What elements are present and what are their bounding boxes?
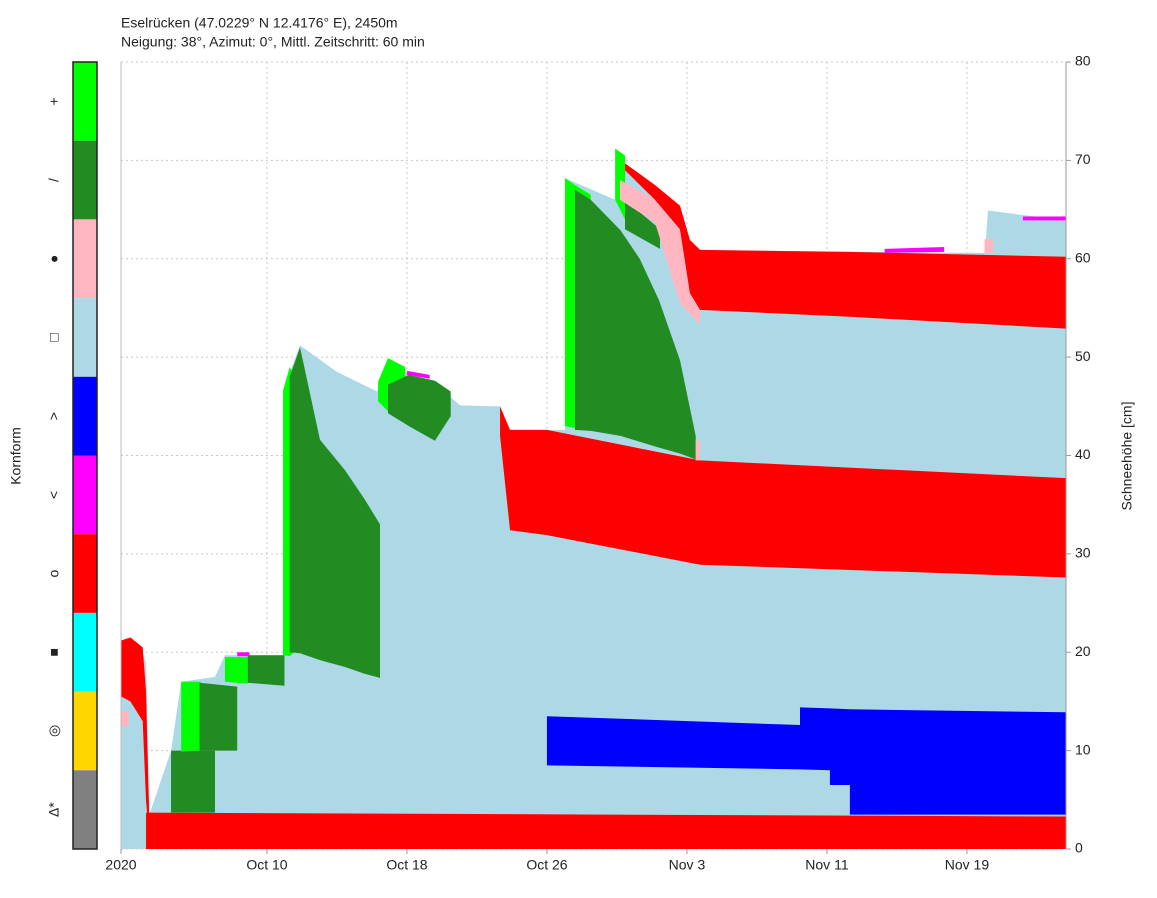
legend-title: Kornform: [8, 427, 24, 485]
legend-symbol: <: [46, 491, 62, 499]
snow-layer: [625, 163, 1066, 329]
y-tick-label: 50: [1075, 348, 1091, 364]
snow-layer: [406, 370, 430, 379]
y-tick-label: 0: [1075, 840, 1083, 856]
y-tick-label: 40: [1075, 446, 1091, 462]
y-tick-label: 80: [1075, 53, 1091, 69]
chart-subtitle: Neigung: 38°, Azimut: 0°, Mittl. Zeitsch…: [121, 34, 425, 50]
legend-swatch: [73, 612, 97, 692]
snow-layer: [1022, 216, 1066, 221]
snow-layer: [619, 180, 701, 325]
y-tick-label: 10: [1075, 741, 1091, 757]
legend-symbol: Δ*: [46, 802, 62, 817]
snow-layer: [121, 637, 151, 849]
legend-swatch: [73, 298, 97, 377]
x-tick-label: Nov 19: [945, 857, 990, 873]
y-axis-label: Schneehöhe [cm]: [1119, 402, 1135, 511]
snow-layer: [546, 707, 1066, 815]
legend-symbol: >: [46, 412, 62, 420]
y-tick-label: 70: [1075, 151, 1091, 167]
legend-swatch: [73, 376, 97, 456]
legend-frame: [72, 61, 98, 850]
legend-symbol: +: [46, 97, 62, 105]
snow-layer: [500, 406, 1066, 578]
legend-symbol: □: [46, 333, 62, 342]
snow-layer: [224, 657, 248, 684]
snow-layer: [199, 682, 238, 751]
y-tick-label: 30: [1075, 545, 1091, 561]
snow-layer: [181, 681, 201, 752]
snow-layer: [574, 189, 696, 460]
x-tick-label: Oct 26: [526, 857, 567, 873]
x-tick-label: Nov 3: [669, 857, 706, 873]
x-tick-label: Nov 11: [805, 857, 849, 873]
x-tick-label: 2020: [105, 857, 136, 873]
snow-layer: [237, 652, 250, 657]
y-tick-label: 60: [1075, 249, 1091, 265]
snow-layer: [984, 239, 994, 253]
legend-swatch: [73, 455, 97, 535]
legend-symbol: /: [46, 178, 62, 182]
x-tick-label: Oct 18: [386, 857, 427, 873]
chart-title: Eselrücken (47.0229° N 12.4176° E), 2450…: [121, 15, 398, 31]
legend-symbol: ◎: [46, 725, 62, 737]
legend-swatch: [73, 770, 97, 849]
legend-symbol: ●: [46, 255, 62, 263]
x-tick-label: Oct 10: [246, 857, 287, 873]
legend-symbol: ■: [46, 648, 62, 656]
legend-swatch: [73, 140, 97, 220]
legend-swatch: [73, 219, 97, 299]
snow-layer: [388, 374, 451, 441]
legend-swatch: [73, 62, 97, 141]
snow-layer: [289, 347, 380, 678]
snow-layer: [695, 440, 701, 461]
snow-layer: [884, 246, 945, 253]
snow-layer: [247, 655, 285, 686]
legend-swatch: [73, 534, 97, 613]
snow-layer: [171, 750, 215, 813]
y-tick-label: 20: [1075, 643, 1091, 659]
snow-layer: [146, 812, 1066, 849]
snow-layer: [121, 711, 129, 727]
legend-swatch: [73, 691, 97, 771]
snow-layer: [625, 199, 660, 249]
legend-symbol: o: [46, 569, 62, 577]
